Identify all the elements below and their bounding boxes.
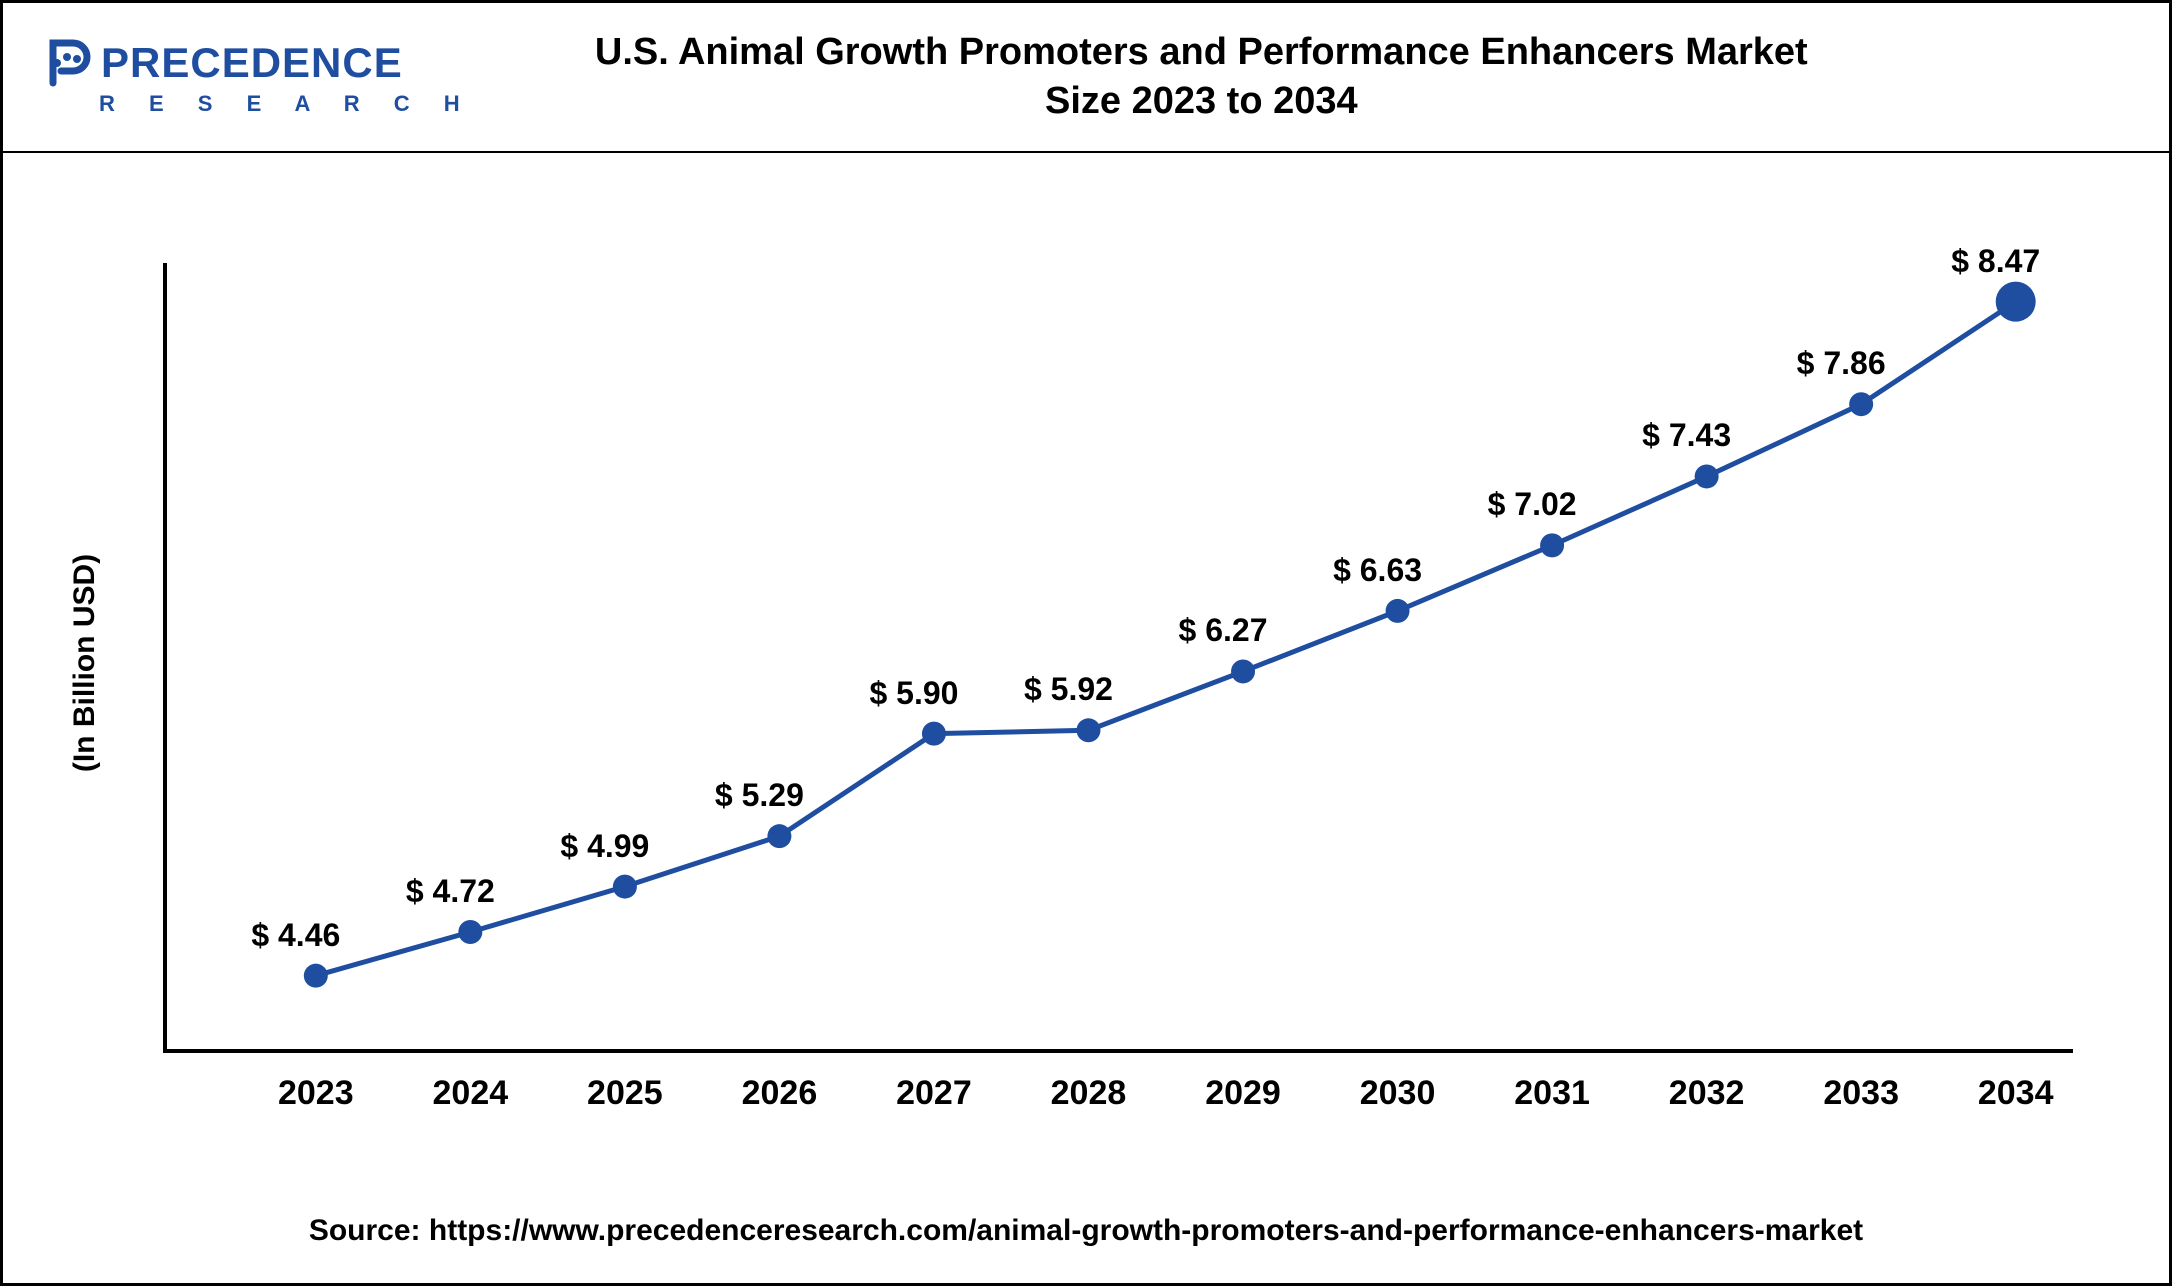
source-footer: Source: https://www.precedenceresearch.c…: [3, 1214, 2169, 1248]
data-point-label: $ 6.63: [1333, 552, 1422, 589]
data-point-label: $ 4.46: [251, 917, 340, 954]
x-tick-label: 2025: [587, 1074, 663, 1113]
x-tick-label: 2032: [1669, 1074, 1745, 1113]
data-point-label: $ 5.29: [715, 777, 804, 814]
plot-region: 2023$ 4.462024$ 4.722025$ 4.992026$ 5.29…: [163, 263, 2073, 1053]
chart-title: U.S. Animal Growth Promoters and Perform…: [474, 28, 2129, 127]
title-line-1: U.S. Animal Growth Promoters and Perform…: [474, 28, 1929, 77]
line-series-svg: [163, 263, 2073, 1053]
data-point-label: $ 4.99: [560, 828, 649, 865]
data-point-label: $ 4.72: [406, 873, 495, 910]
x-tick-label: 2023: [278, 1074, 354, 1113]
logo-sub-text: R E S E A R C H: [99, 91, 474, 117]
x-tick-label: 2029: [1205, 1074, 1281, 1113]
data-point-label: $ 8.47: [1951, 243, 2040, 280]
x-tick-label: 2026: [742, 1074, 818, 1113]
chart-area: (In Billion USD) 2023$ 4.462024$ 4.72202…: [63, 183, 2103, 1143]
x-tick-label: 2034: [1978, 1074, 2054, 1113]
header: PRECEDENCE R E S E A R C H U.S. Animal G…: [3, 3, 2169, 153]
data-point-label: $ 7.02: [1488, 486, 1577, 523]
data-point-label: $ 7.43: [1642, 417, 1731, 454]
title-line-2: Size 2023 to 2034: [474, 77, 1929, 126]
data-point-label: $ 5.92: [1024, 671, 1113, 708]
data-point-label: $ 6.27: [1179, 612, 1268, 649]
chart-container: PRECEDENCE R E S E A R C H U.S. Animal G…: [0, 0, 2172, 1286]
x-tick-label: 2030: [1360, 1074, 1436, 1113]
data-point-label: $ 5.90: [869, 675, 958, 712]
logo-mark-icon: [43, 37, 95, 89]
data-point-label: $ 7.86: [1797, 345, 1886, 382]
logo: PRECEDENCE R E S E A R C H: [43, 37, 474, 117]
x-tick-label: 2028: [1051, 1074, 1127, 1113]
y-axis-label: (In Billion USD): [68, 554, 102, 772]
logo-brand-text: PRECEDENCE: [101, 39, 403, 87]
x-tick-label: 2024: [433, 1074, 509, 1113]
x-tick-label: 2031: [1514, 1074, 1590, 1113]
x-tick-label: 2033: [1823, 1074, 1899, 1113]
x-tick-label: 2027: [896, 1074, 972, 1113]
